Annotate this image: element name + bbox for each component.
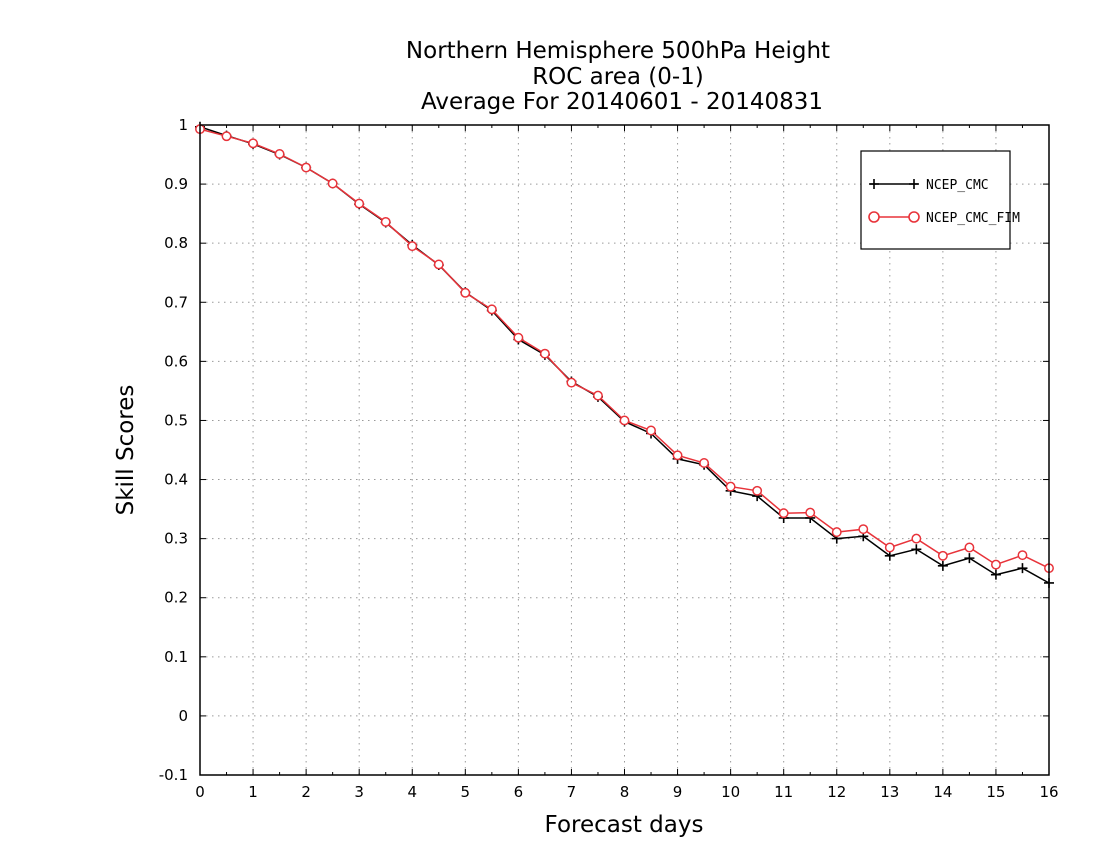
data-point-circle — [619, 415, 630, 426]
x-axis-label: Forecast days — [545, 812, 704, 838]
data-point-circle — [301, 162, 312, 173]
data-point-plus — [990, 569, 1001, 580]
y-axis-label: Skill Scores — [113, 385, 139, 516]
data-point-circle — [884, 542, 895, 553]
x-tick-label: 5 — [461, 783, 471, 801]
y-tick-label: 0.5 — [164, 411, 188, 429]
y-tick-label: 0.1 — [164, 648, 188, 666]
data-point-circle — [380, 216, 391, 227]
x-tick-label: 9 — [673, 783, 683, 801]
data-point-circle — [354, 198, 365, 209]
data-point-circle — [725, 481, 736, 492]
x-tick-label: 7 — [567, 783, 577, 801]
legend-marker-plus — [869, 179, 919, 189]
y-tick-label: -0.1 — [159, 766, 188, 784]
x-tick-label: 6 — [514, 783, 524, 801]
grid — [200, 125, 1049, 775]
legend-item-ncep-cmc-fim: NCEP_CMC_FIM — [868, 211, 1020, 226]
plot-frame — [199, 124, 1050, 776]
x-tick-label: 12 — [827, 783, 846, 801]
legend-label-ncep-cmc-fim: NCEP_CMC_FIM — [926, 211, 1020, 226]
legend: NCEP_CMC NCEP_CMC_FIM — [860, 150, 1020, 250]
x-tick-label: 1 — [248, 783, 258, 801]
y-tick-label: 0.6 — [164, 352, 188, 370]
y-tick-label: 0 — [178, 707, 188, 725]
legend-box — [860, 150, 1011, 250]
data-point-circle — [460, 287, 471, 298]
y-tick-label: 0.7 — [164, 293, 188, 311]
y-tick-label: 0.2 — [164, 589, 188, 607]
x-tick-label: 3 — [354, 783, 364, 801]
legend-item-ncep-cmc: NCEP_CMC — [869, 178, 989, 193]
data-point-circle — [274, 149, 285, 159]
data-point-circle — [593, 390, 603, 401]
data-point-circle — [672, 450, 683, 461]
data-point-circle — [433, 259, 444, 270]
data-point-circle — [964, 542, 975, 553]
x-tick-label: 14 — [933, 783, 952, 801]
data-point-circle — [911, 533, 922, 544]
title-line-2: ROC area (0-1) — [532, 64, 704, 90]
data-point-circle — [327, 178, 338, 189]
data-point-circle — [486, 304, 497, 315]
data-point-circle — [831, 527, 842, 538]
y-tick-label: 0.3 — [164, 530, 188, 548]
x-tick-label: 16 — [1039, 783, 1058, 801]
data-point-circle — [778, 508, 789, 519]
legend-marker-circle-1 — [868, 211, 880, 223]
title-line-3: Average For 20140601 - 20140831 — [421, 89, 823, 115]
data-point-circle — [805, 507, 816, 518]
x-tick-label: 2 — [301, 783, 311, 801]
y-tick-label: 0.8 — [164, 234, 188, 252]
data-point-circle — [1017, 550, 1028, 561]
title-line-1: Northern Hemisphere 500hPa Height — [406, 38, 830, 64]
data-point-circle — [858, 524, 869, 535]
data-point-circle — [248, 138, 259, 149]
x-tick-label: 15 — [986, 783, 1005, 801]
x-tick-label: 13 — [880, 783, 899, 801]
series-lines — [195, 121, 1054, 588]
data-point-circle — [699, 458, 710, 468]
data-point-circle — [221, 131, 232, 142]
data-point-circle — [752, 485, 763, 496]
x-tick-label: 11 — [774, 783, 793, 801]
data-point-circle — [990, 559, 1001, 570]
data-point-circle — [937, 550, 948, 561]
legend-label-ncep-cmc: NCEP_CMC — [926, 178, 989, 193]
y-tick-label: 1 — [178, 116, 188, 134]
y-tick-label: 0.4 — [164, 471, 188, 489]
data-point-plus — [937, 560, 948, 571]
data-point-circle — [646, 425, 656, 436]
x-tick-label: 8 — [620, 783, 630, 801]
axis-ticks: 0 1 2 3 4 5 6 7 8 9 10 11 12 13 14 15 16-0.100.10.20.30.… — [159, 116, 1059, 801]
data-point-plus — [1017, 563, 1028, 574]
series-ncep-cmc-fim — [195, 124, 1054, 574]
x-tick-label: 10 — [721, 783, 740, 801]
y-tick-label: 0.9 — [164, 175, 188, 193]
data-point-circle — [407, 241, 418, 252]
legend-marker-circle-2 — [908, 211, 920, 223]
data-point-circle — [539, 348, 550, 359]
data-point-plus — [911, 544, 922, 555]
x-tick-label: 4 — [407, 783, 417, 801]
data-point-circle — [566, 377, 577, 388]
x-tick-label: 0 — [195, 783, 205, 801]
chart-title: Northern Hemisphere 500hPa Height ROC ar… — [406, 38, 830, 115]
data-point-circle — [513, 332, 524, 343]
data-point-plus — [964, 553, 975, 564]
